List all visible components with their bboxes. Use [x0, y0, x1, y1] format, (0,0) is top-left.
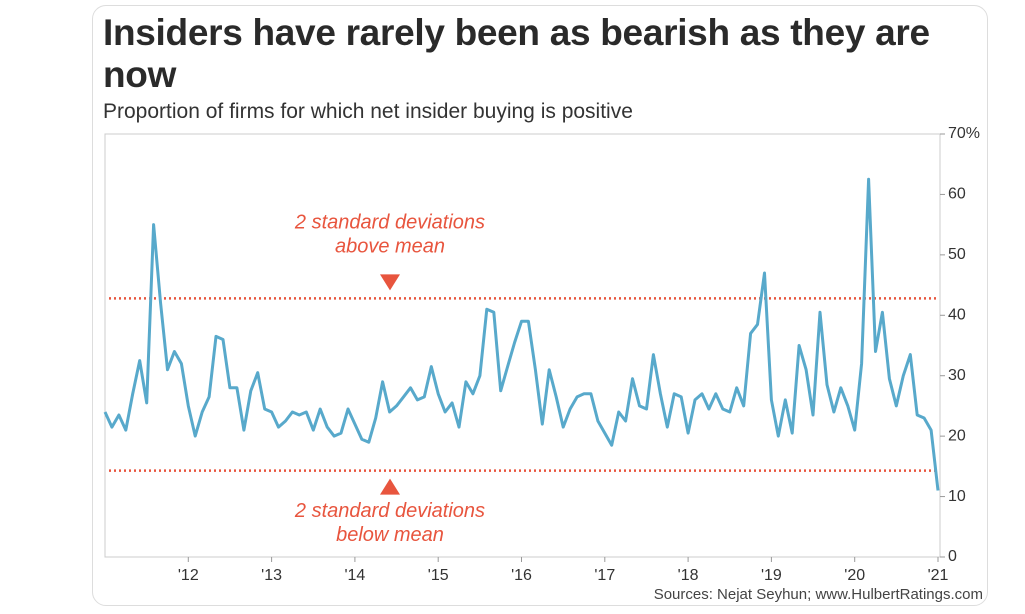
- x-tick-label: '17: [594, 567, 615, 584]
- x-tick-label: '21: [928, 567, 949, 584]
- x-tick-label: '13: [261, 567, 282, 584]
- y-tick-label: 60: [948, 186, 966, 203]
- reference-marker: [380, 478, 400, 495]
- y-tick-label: 20: [948, 427, 966, 444]
- reference-label: 2 standard deviations: [294, 212, 485, 234]
- data-line: [103, 177, 940, 491]
- plot-frame: [104, 133, 941, 558]
- x-tick-label: '14: [344, 567, 365, 584]
- y-tick-label: 30: [948, 367, 966, 384]
- chart-title: Insiders have rarely been as bearish as …: [103, 12, 930, 95]
- x-tick-label: '12: [178, 567, 199, 584]
- y-tick-label: 0: [948, 548, 957, 565]
- reference-label: below mean: [336, 524, 444, 546]
- card: [92, 5, 988, 606]
- reference-label: 2 standard deviations: [294, 500, 485, 522]
- y-tick-label: 40: [948, 307, 966, 324]
- source-note: Sources: Nejat Seyhun; www.HulbertRating…: [653, 586, 983, 603]
- y-tick-label: 50: [948, 246, 966, 263]
- x-tick-label: '19: [761, 567, 782, 584]
- y-tick-label: 10: [948, 488, 966, 505]
- x-tick-label: '15: [428, 567, 449, 584]
- chart-subtitle: Proportion of firms for which net inside…: [103, 100, 633, 123]
- x-tick-label: '18: [678, 567, 699, 584]
- x-tick-label: '20: [844, 567, 865, 584]
- x-tick-label: '16: [511, 567, 532, 584]
- reference-label: above mean: [335, 236, 445, 258]
- reference-marker: [380, 274, 400, 291]
- y-tick-label: 70%: [948, 125, 980, 142]
